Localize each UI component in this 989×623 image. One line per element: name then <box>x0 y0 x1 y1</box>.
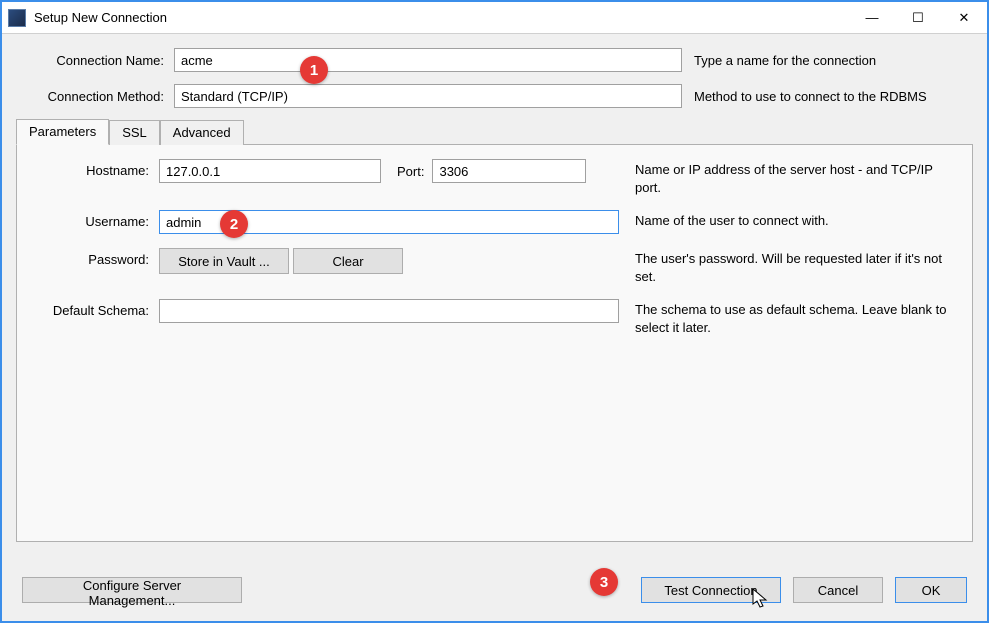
hostname-row: Hostname: Port: Name or IP address of th… <box>29 159 960 196</box>
annotation-1: 1 <box>300 56 328 84</box>
window-controls: — ☐ ✕ <box>849 2 987 33</box>
connection-method-select[interactable]: Standard (TCP/IP) <box>174 84 682 108</box>
app-icon <box>8 9 26 27</box>
hostname-helper: Name or IP address of the server host - … <box>623 159 960 196</box>
tab-body-parameters: Hostname: Port: Name or IP address of th… <box>16 144 973 542</box>
default-schema-controls <box>159 299 623 323</box>
tabs-frame: Parameters SSL Advanced Hostname: Port: … <box>16 118 973 567</box>
hostname-input[interactable] <box>159 159 381 183</box>
default-schema-input[interactable] <box>159 299 619 323</box>
hostname-controls: Port: <box>159 159 623 183</box>
connection-method-row: Connection Method: Standard (TCP/IP) Met… <box>16 84 973 108</box>
username-row: Username: Name of the user to connect wi… <box>29 210 960 234</box>
password-helper: The user's password. Will be requested l… <box>623 248 960 285</box>
connection-name-input[interactable] <box>174 48 682 72</box>
username-helper: Name of the user to connect with. <box>623 210 960 230</box>
connection-method-helper: Method to use to connect to the RDBMS <box>694 89 973 104</box>
default-schema-helper: The schema to use as default schema. Lea… <box>623 299 960 336</box>
annotation-3: 3 <box>590 568 618 596</box>
minimize-button[interactable]: — <box>849 2 895 33</box>
ok-button[interactable]: OK <box>895 577 967 603</box>
connection-method-label: Connection Method: <box>16 89 174 104</box>
cancel-button[interactable]: Cancel <box>793 577 883 603</box>
hostname-label: Hostname: <box>29 159 159 178</box>
password-label: Password: <box>29 248 159 267</box>
maximize-button[interactable]: ☐ <box>895 2 941 33</box>
username-label: Username: <box>29 210 159 229</box>
password-controls: Store in Vault ... Clear <box>159 248 623 274</box>
close-button[interactable]: ✕ <box>941 2 987 33</box>
port-input[interactable] <box>432 159 586 183</box>
clear-password-button[interactable]: Clear <box>293 248 403 274</box>
tab-strip: Parameters SSL Advanced <box>16 118 973 144</box>
password-row: Password: Store in Vault ... Clear The u… <box>29 248 960 285</box>
port-label: Port: <box>397 164 424 179</box>
window-title: Setup New Connection <box>34 10 849 25</box>
connection-name-label: Connection Name: <box>16 53 174 68</box>
dialog-window: Setup New Connection — ☐ ✕ Connection Na… <box>0 0 989 623</box>
default-schema-row: Default Schema: The schema to use as def… <box>29 299 960 336</box>
connection-name-row: Connection Name: Type a name for the con… <box>16 48 973 72</box>
tab-ssl[interactable]: SSL <box>109 120 160 145</box>
tab-advanced[interactable]: Advanced <box>160 120 244 145</box>
titlebar: Setup New Connection — ☐ ✕ <box>2 2 987 34</box>
default-schema-label: Default Schema: <box>29 299 159 318</box>
tab-parameters[interactable]: Parameters <box>16 119 109 145</box>
connection-name-helper: Type a name for the connection <box>694 53 973 68</box>
store-vault-button[interactable]: Store in Vault ... <box>159 248 289 274</box>
dialog-content: Connection Name: Type a name for the con… <box>2 34 987 621</box>
test-connection-button[interactable]: Test Connection <box>641 577 781 603</box>
annotation-2: 2 <box>220 210 248 238</box>
dialog-footer: Configure Server Management... Test Conn… <box>16 567 973 613</box>
configure-server-button[interactable]: Configure Server Management... <box>22 577 242 603</box>
